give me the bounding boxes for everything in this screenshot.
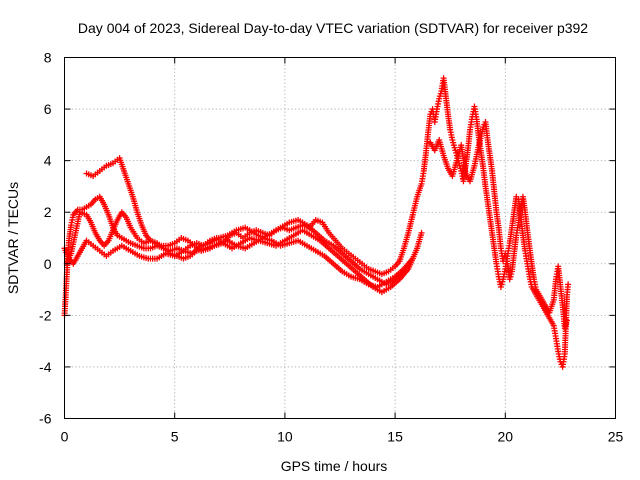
y-tick-labels: -6 -4 -2 0 2 4 6 8 xyxy=(39,50,52,427)
data-point-marker xyxy=(565,281,572,288)
y-tick-label: -2 xyxy=(39,307,52,323)
x-tick-label: 20 xyxy=(498,429,514,445)
series-sdtvar xyxy=(61,75,572,370)
x-tick-label: 15 xyxy=(387,429,403,445)
y-tick-label: -4 xyxy=(39,359,52,375)
y-tick-label: 6 xyxy=(44,101,52,117)
plot-frame xyxy=(64,57,616,419)
data-point-marker xyxy=(418,229,425,236)
y-tick-label: 0 xyxy=(44,256,52,272)
x-tick-label: 0 xyxy=(61,429,69,445)
x-tick-label: 10 xyxy=(277,429,293,445)
y-tick-label: 2 xyxy=(44,204,52,220)
axis-ticks xyxy=(64,57,616,419)
y-axis-label: SDTVAR / TECUs xyxy=(5,182,21,294)
x-tick-label: 25 xyxy=(608,429,624,445)
data-point-marker xyxy=(409,255,416,262)
x-tick-labels: 0 5 10 15 20 25 xyxy=(61,429,624,445)
y-tick-label: 8 xyxy=(44,50,52,66)
y-tick-label: 4 xyxy=(44,153,52,169)
x-axis-label: GPS time / hours xyxy=(281,458,388,474)
x-tick-label: 5 xyxy=(171,429,179,445)
data-point-marker xyxy=(564,317,571,324)
data-point-marker xyxy=(400,268,407,275)
y-tick-label: -6 xyxy=(39,411,52,427)
chart-title: Day 004 of 2023, Sidereal Day-to-day VTE… xyxy=(78,20,588,36)
